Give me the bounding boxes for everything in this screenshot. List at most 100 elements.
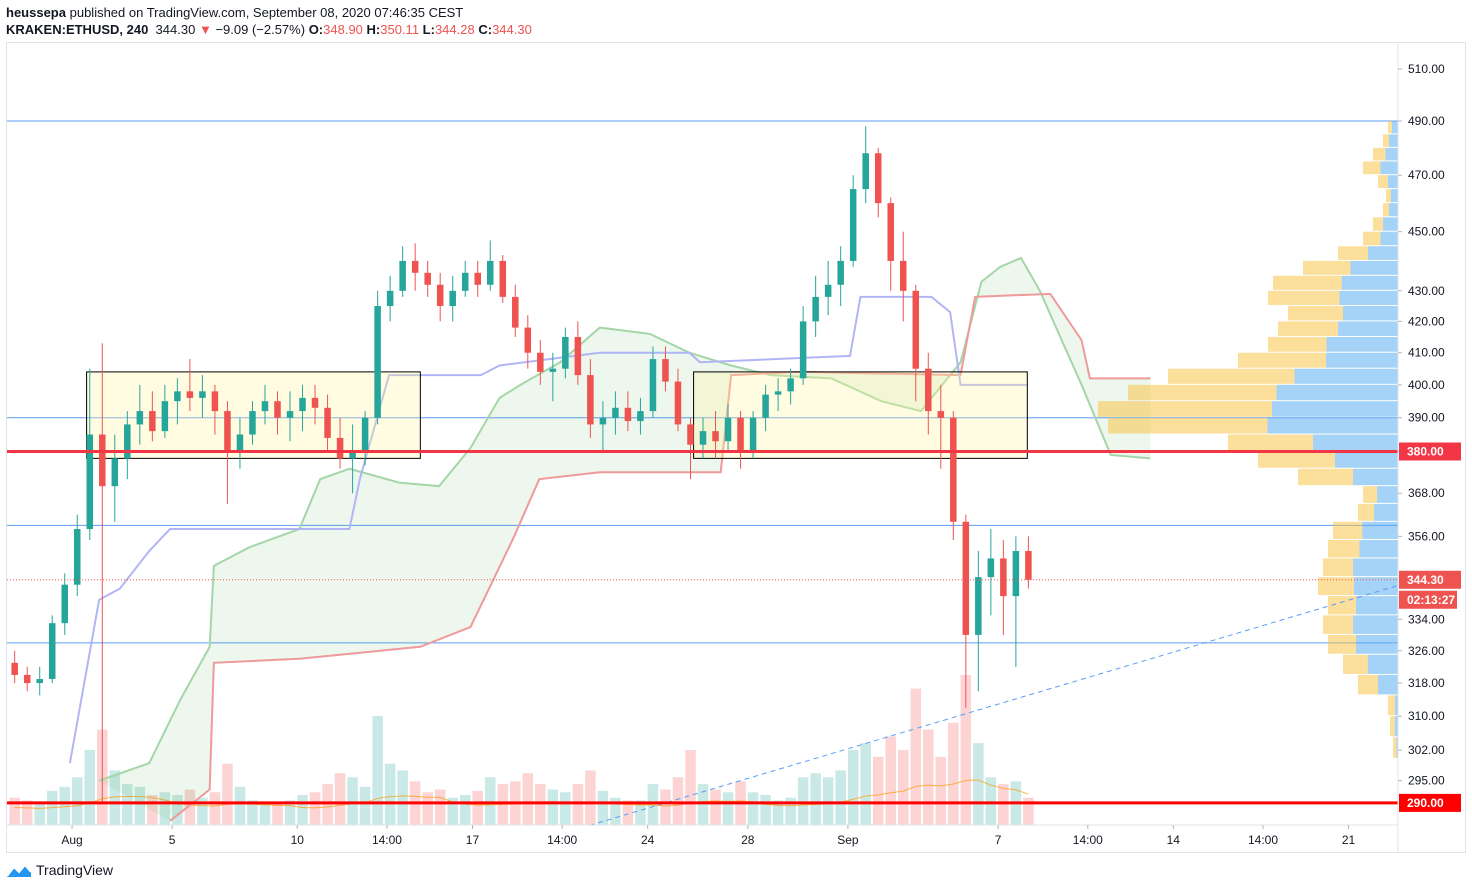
price-tick-label: 490.00	[1408, 114, 1445, 128]
volume-profile-down	[1323, 558, 1353, 577]
low-label: L:	[422, 22, 435, 37]
candle-body	[136, 411, 144, 425]
candle-body	[787, 378, 794, 392]
volume-bar	[710, 789, 721, 825]
candle	[48, 615, 56, 684]
candle	[762, 384, 769, 432]
candle-body	[486, 260, 494, 285]
volume-bar	[885, 736, 896, 825]
volume-profile-down	[1328, 539, 1360, 558]
candle-body	[161, 401, 169, 432]
candle-body	[1025, 551, 1032, 580]
volume-bar	[535, 784, 546, 825]
candle-body	[637, 411, 644, 422]
price-tick-label: 356.00	[1408, 529, 1445, 543]
range-box	[693, 371, 1028, 459]
candle-body	[249, 411, 256, 435]
volume-profile-up	[1383, 217, 1398, 231]
volume-bar	[847, 750, 859, 825]
volume-profile-down	[1390, 716, 1395, 737]
price-tick-label: 450.00	[1408, 225, 1445, 239]
candle	[286, 391, 294, 442]
candle	[624, 391, 632, 432]
candle	[787, 368, 794, 405]
candle-body	[674, 381, 682, 425]
price-tick-label: 368.00	[1408, 486, 1445, 500]
candle	[562, 327, 569, 379]
trend-line	[589, 584, 1398, 825]
candle	[975, 551, 982, 692]
candle	[649, 346, 657, 418]
candle-body	[1000, 558, 1007, 597]
candle-body	[950, 417, 957, 522]
candle-body	[236, 434, 244, 452]
level-price-tag-bg	[1399, 442, 1461, 461]
volume-bar	[284, 800, 296, 825]
volume-profile-down	[1363, 486, 1377, 503]
chart-frame	[6, 42, 1466, 853]
candle-body	[762, 394, 769, 418]
candle-body	[61, 584, 68, 624]
candle-body	[449, 290, 456, 307]
span-b-line	[169, 292, 1151, 822]
volume-bar	[459, 795, 471, 825]
candle-body	[537, 352, 544, 372]
volume-profile-up	[1343, 306, 1398, 321]
volume-bar	[685, 750, 696, 825]
time-tick-label: Aug	[61, 833, 82, 847]
candle	[424, 260, 431, 297]
price-tick-label: 318.00	[1408, 676, 1445, 690]
volume-bar	[672, 777, 684, 825]
level-price-tag: 380.00	[1407, 445, 1444, 459]
volume-profile-down	[1258, 451, 1335, 468]
candle	[124, 411, 131, 480]
volume-profile-up	[1313, 434, 1398, 451]
candle	[737, 411, 744, 469]
candle-body	[186, 391, 194, 398]
candle	[336, 417, 344, 469]
volume-bar	[422, 792, 433, 825]
tradingview-logo[interactable]: TradingView	[6, 862, 113, 878]
volume-profile-up	[1341, 275, 1398, 290]
volume-profile-down	[1388, 121, 1392, 134]
volume-bar	[84, 750, 96, 825]
volume-bar	[660, 789, 671, 825]
candle-body	[874, 153, 882, 204]
candle-body	[887, 203, 894, 261]
volume-bar	[797, 777, 809, 825]
price-tick-label: 326.00	[1408, 644, 1445, 658]
last-price-tag-bg	[1399, 570, 1461, 589]
candle	[23, 666, 31, 692]
time-tick-label: 14:00	[1248, 833, 1278, 847]
volume-profile-down	[1098, 401, 1272, 417]
open-value: 348.90	[323, 22, 363, 37]
candle	[386, 275, 394, 322]
candle	[236, 417, 244, 469]
author-name[interactable]: heussepa	[6, 5, 66, 20]
volume-bar	[397, 770, 408, 825]
candle-body	[349, 451, 356, 459]
candle	[461, 260, 469, 297]
candle-body	[799, 321, 807, 379]
volume-profile-down	[1228, 434, 1313, 451]
candle-body	[474, 272, 481, 285]
candle-body	[724, 417, 732, 442]
last-price: 344.30	[155, 22, 196, 37]
volume-profile-down	[1373, 217, 1383, 231]
candle	[261, 384, 269, 425]
price-tick-label: 470.00	[1408, 168, 1445, 182]
candle	[174, 378, 181, 425]
volume-bar	[948, 722, 959, 825]
volume-profile-up	[1339, 290, 1398, 306]
candle-body	[699, 431, 707, 445]
volume-profile-down	[1383, 203, 1389, 217]
volume-profile-up	[1362, 521, 1398, 539]
candle	[111, 434, 119, 522]
candle-body	[199, 391, 206, 398]
candle	[399, 246, 406, 297]
volume-bar	[384, 763, 396, 825]
candle-body	[174, 391, 181, 402]
candle-body	[687, 424, 694, 445]
candle-body	[549, 368, 557, 372]
